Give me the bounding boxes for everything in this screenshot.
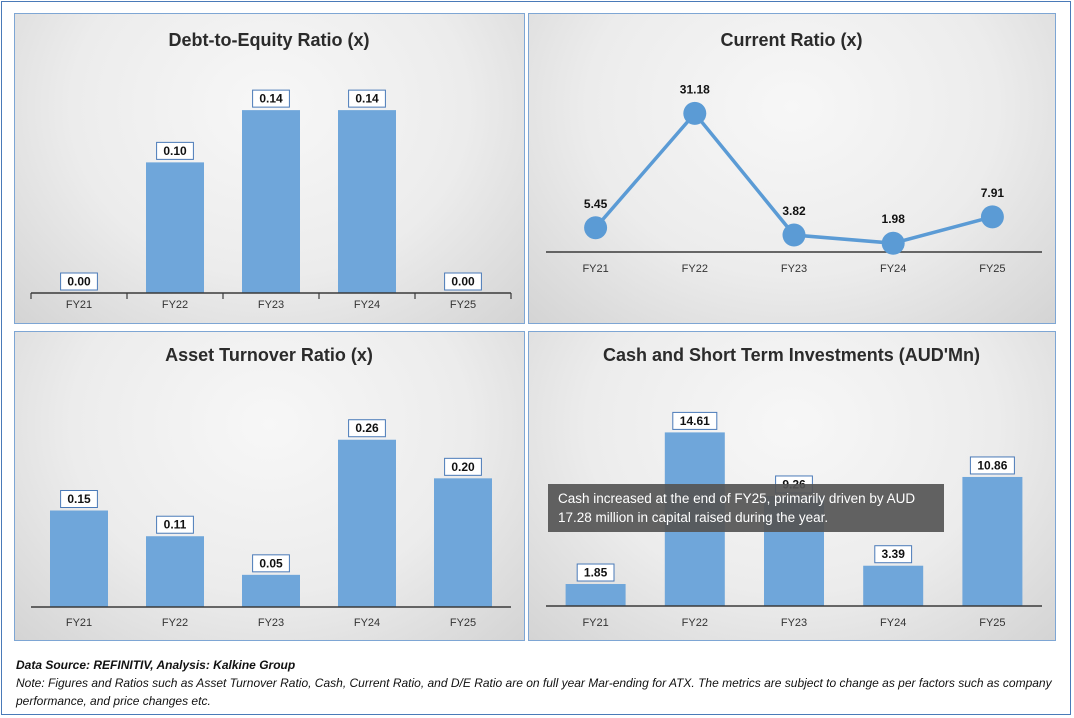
data-label: 3.82 (782, 204, 806, 218)
bar (962, 476, 1023, 606)
data-label: 0.00 (67, 275, 91, 289)
bar (863, 565, 924, 606)
x-tick-label: FY21 (582, 263, 608, 275)
data-label-box (576, 563, 615, 582)
data-label: 10.86 (977, 458, 1007, 472)
data-label-box (348, 89, 386, 108)
data-label-box (672, 411, 718, 430)
chart-title: Debt-to-Equity Ratio (x) (169, 30, 370, 50)
data-label: 14.61 (680, 414, 710, 428)
x-tick-label: FY22 (162, 299, 188, 311)
data-label: 0.00 (451, 275, 475, 289)
data-label-box (156, 141, 194, 160)
chart-svg: Debt-to-Equity Ratio (x) 0.00 0.10 0.14 0.14… (30, 30, 512, 311)
bar (50, 510, 108, 607)
data-label: 0.15 (67, 492, 91, 506)
x-tick-label: FY25 (450, 617, 476, 629)
cash-annotation: Cash increased at the end of FY25, prima… (548, 484, 944, 532)
bar (338, 439, 396, 607)
data-point (881, 231, 905, 255)
bar (242, 110, 300, 293)
data-label-box (444, 457, 482, 476)
footer: Data Source: REFINITIV, Analysis: Kalkin… (16, 656, 1056, 710)
data-label: 7.91 (981, 186, 1005, 200)
data-point (584, 216, 608, 240)
x-tick-label: FY24 (354, 617, 380, 629)
x-tick-label: FY22 (682, 263, 708, 275)
data-label-box (444, 272, 482, 291)
asset-turnover-chart: Asset Turnover Ratio (x) 0.15 0.11 0.05 0.26… (14, 331, 525, 641)
data-label: 0.11 (164, 518, 187, 532)
data-label: 0.14 (355, 92, 379, 106)
x-tick-label: FY22 (682, 617, 708, 629)
current-ratio-chart: Current Ratio (x) 5.45 31.18 3.82 1.98 7.91 FY… (528, 13, 1056, 324)
chart-svg: Asset Turnover Ratio (x) 0.15 0.11 0.05 0.26… (31, 345, 511, 629)
data-label: 5.45 (584, 197, 608, 211)
data-label: 0.05 (259, 556, 283, 570)
bar (434, 478, 492, 607)
x-tick-label: FY23 (258, 617, 284, 629)
data-label: 1.85 (584, 566, 608, 580)
x-tick-label: FY22 (162, 617, 188, 629)
data-label-box (60, 272, 98, 291)
chart-title: Asset Turnover Ratio (x) (165, 345, 373, 365)
data-label-box (252, 554, 290, 573)
bar (338, 110, 396, 293)
x-tick-label: FY21 (582, 617, 608, 629)
x-tick-label: FY24 (880, 263, 906, 275)
x-tick-label: FY25 (979, 617, 1005, 629)
x-tick-label: FY23 (258, 299, 284, 311)
data-label-box (969, 456, 1015, 475)
debt-to-equity-chart: Debt-to-Equity Ratio (x) 0.00 0.10 0.14 0.14… (14, 13, 525, 324)
data-label: 0.14 (259, 92, 283, 106)
data-label: 0.26 (355, 421, 379, 435)
bar (565, 584, 626, 606)
x-tick-label: FY24 (880, 617, 906, 629)
data-label-box (60, 490, 98, 508)
data-label-box (348, 419, 386, 438)
bar (146, 162, 204, 293)
data-label: 1.98 (882, 212, 906, 226)
x-tick-label: FY24 (354, 299, 380, 311)
chart-svg: Current Ratio (x) 5.45 31.18 3.82 1.98 7.91 FY… (546, 30, 1042, 275)
x-tick-label: FY25 (979, 263, 1005, 275)
data-point (683, 101, 707, 125)
data-label-box (874, 545, 913, 564)
data-point (782, 223, 806, 247)
chart-title: Current Ratio (x) (720, 30, 862, 50)
data-label-box (156, 515, 194, 534)
x-tick-label: FY21 (66, 299, 92, 311)
x-tick-label: FY21 (66, 617, 92, 629)
data-label: 31.18 (680, 82, 710, 96)
footnote: Note: Figures and Ratios such as Asset T… (16, 676, 1052, 708)
data-label: 3.39 (882, 547, 906, 561)
data-point (980, 205, 1004, 229)
x-tick-label: FY23 (781, 617, 807, 629)
data-label: 0.10 (163, 144, 187, 158)
data-source: Data Source: REFINITIV, Analysis: Kalkin… (16, 658, 296, 672)
bar (146, 536, 204, 607)
x-tick-label: FY25 (450, 299, 476, 311)
chart-title: Cash and Short Term Investments (AUD'Mn) (603, 345, 980, 365)
data-label-box (252, 89, 290, 108)
x-tick-label: FY23 (781, 263, 807, 275)
data-label: 0.20 (451, 460, 475, 474)
bar (242, 574, 300, 607)
